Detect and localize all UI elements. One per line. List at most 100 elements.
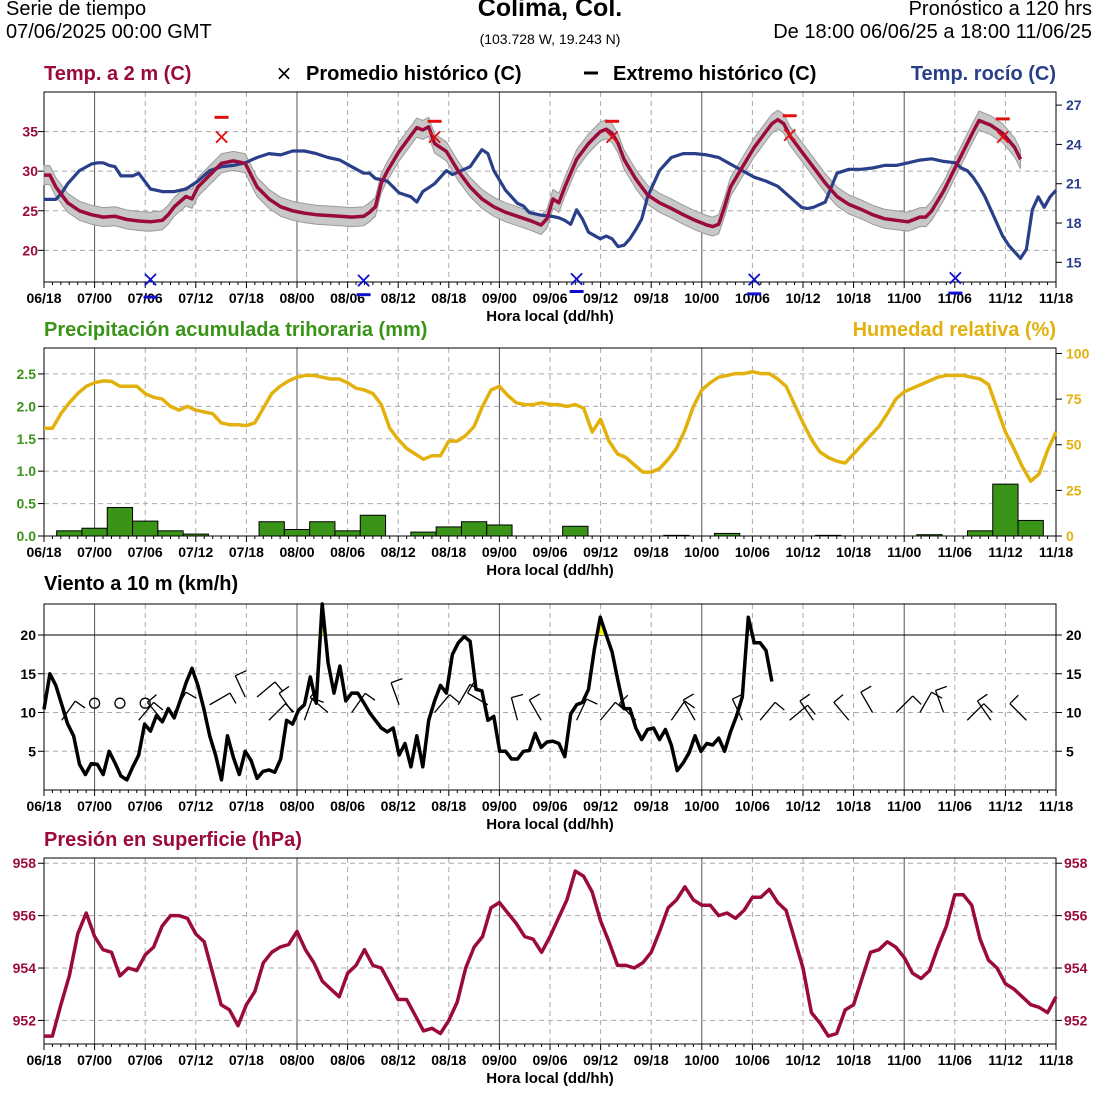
panel-4-frame: 06/18 07/00 07/06 07/12 07/18 08/00 08/06 08/12…: [26, 857, 1073, 1087]
x-tick-label: 10/00: [684, 1052, 719, 1068]
x-tick-label: 11/12: [988, 1052, 1022, 1068]
y-tick-label-left: 20: [20, 627, 36, 643]
wind-barb: [309, 696, 329, 713]
y-tick-label-right: 25: [1066, 482, 1082, 498]
y-tick-label-left: 15: [20, 666, 36, 682]
wind-barb-flag: [74, 700, 86, 709]
x-tick-label: 10/06: [735, 544, 770, 560]
wind-barb-flag: [229, 692, 237, 704]
wind-barb: [670, 700, 686, 721]
y-tick-label-right: 21: [1066, 176, 1082, 192]
dewpoint-title: Temp. rocío (C): [911, 63, 1056, 85]
x-tick-label: 06/18: [26, 290, 61, 306]
x-tick-label: 09/18: [634, 798, 669, 814]
precipitation-bar: [309, 521, 336, 537]
x-tick-label: 11/18: [1039, 290, 1073, 306]
y-tick-label-right: 50: [1066, 437, 1082, 453]
run-timestamp: 07/06/2025 00:00 GMT: [6, 21, 212, 43]
wind-barb-flag: [529, 693, 541, 701]
y-tick-label-left: 0.5: [17, 496, 37, 512]
x-tick-label: 07/00: [77, 290, 112, 306]
x-tick-label: 11/12: [988, 798, 1022, 814]
y-tick-label-left: 1.5: [17, 431, 37, 447]
x-tick-label: 09/06: [532, 544, 567, 560]
x-tick-label: 11/00: [887, 544, 921, 560]
wind-barb-flag: [860, 685, 872, 693]
y-tick-label-right: 24: [1066, 136, 1082, 152]
wind-barb-flag: [807, 704, 816, 715]
x-tick-label: 10/18: [836, 544, 871, 560]
wind-series-line: [42, 602, 774, 782]
calm-wind-circle: [114, 697, 126, 709]
precipitation-bar: [182, 533, 209, 537]
calm-wind-circle: [139, 697, 151, 709]
x-tick-label: 08/00: [279, 1052, 314, 1068]
historical-min-average-mark: ×: [354, 268, 372, 293]
y-tick-label-right: 75: [1066, 391, 1082, 407]
legend-average-symbol: ×: [276, 61, 293, 85]
x-tick-label: 10/00: [684, 798, 719, 814]
x-tick-label: 07/00: [77, 798, 112, 814]
x-tick-label: 08/00: [279, 544, 314, 560]
x-tick-label: 10/06: [735, 798, 770, 814]
y-tick-label-left: 20: [22, 242, 38, 258]
x-axis-label: Hora local (dd/hh): [486, 1070, 614, 1087]
x-tick-label: 08/00: [279, 290, 314, 306]
precipitation-bar: [410, 531, 437, 537]
x-tick-label: 07/00: [77, 1052, 112, 1068]
precipitation-bar: [283, 529, 311, 537]
wind-barb-flag: [586, 698, 598, 705]
wind-barb-flag: [682, 693, 695, 701]
wind-barb: [457, 684, 471, 706]
x-tick-label: 08/18: [431, 798, 466, 814]
historical-max-average-mark: ×: [994, 125, 1012, 150]
wind-barb: [390, 682, 400, 705]
wind-barb: [976, 700, 992, 721]
precipitation-bar: [460, 521, 488, 537]
historical-max-average-mark: ×: [212, 125, 230, 150]
x-tick-label: 08/18: [431, 544, 466, 560]
x-tick-label: 11/06: [938, 290, 972, 306]
temperature-uncertainty-band: [43, 109, 1021, 237]
x-tick-label: 09/12: [583, 290, 618, 306]
historical-max-average-mark: ×: [425, 125, 443, 150]
panel-2-frame: 06/18 07/00 07/06 07/12 07/18 08/00 08/06 08/12…: [26, 347, 1073, 579]
x-tick-label: 11/00: [887, 1052, 921, 1068]
historical-min-average-mark: ×: [141, 268, 159, 293]
y-tick-label-right: 18: [1066, 215, 1082, 231]
precipitation-bar: [1017, 519, 1044, 537]
x-tick-label: 11/00: [887, 798, 921, 814]
wind-barb-flag: [1009, 694, 1019, 705]
wind-barb: [234, 675, 246, 698]
y-tick-label-left: 952: [13, 1012, 37, 1028]
panel-3-frame: 06/18 07/00 07/06 07/12 07/18 08/00 08/06 08/12…: [26, 603, 1073, 833]
wind-barb-flag: [449, 694, 460, 703]
y-tick-label-right: 954: [1064, 960, 1088, 976]
x-tick-label: 10/00: [684, 544, 719, 560]
wind-barb-flag: [833, 694, 844, 703]
wind-barb: [860, 691, 874, 713]
x-tick-label: 09/12: [583, 1052, 618, 1068]
wind-barb: [528, 699, 542, 721]
precipitation-bar: [106, 506, 134, 537]
forecast-horizon: Pronóstico a 120 hrs: [908, 0, 1092, 20]
x-tick-label: 09/00: [482, 1052, 517, 1068]
y-tick-label-right: 100: [1066, 345, 1090, 361]
precipitation-bar: [258, 521, 285, 537]
legend-average-label: Promedio histórico (C): [306, 63, 522, 85]
x-tick-label: 08/12: [381, 544, 416, 560]
wind-barb-flag: [684, 700, 695, 709]
wind-barb-flag: [153, 701, 164, 711]
x-tick-label: 08/06: [330, 290, 365, 306]
x-tick-label: 08/12: [381, 1052, 416, 1068]
temperature-title: Temp. a 2 m (C): [44, 63, 191, 85]
y-tick-label-right: 20: [1066, 627, 1082, 643]
wind-barb: [576, 698, 588, 721]
y-tick-label-left: 25: [22, 203, 38, 219]
precipitation-bar: [435, 526, 462, 537]
x-tick-label: 09/12: [583, 798, 618, 814]
x-tick-label: 07/12: [178, 544, 213, 560]
x-tick-label: 10/12: [785, 1052, 820, 1068]
wind-barb: [599, 701, 616, 721]
